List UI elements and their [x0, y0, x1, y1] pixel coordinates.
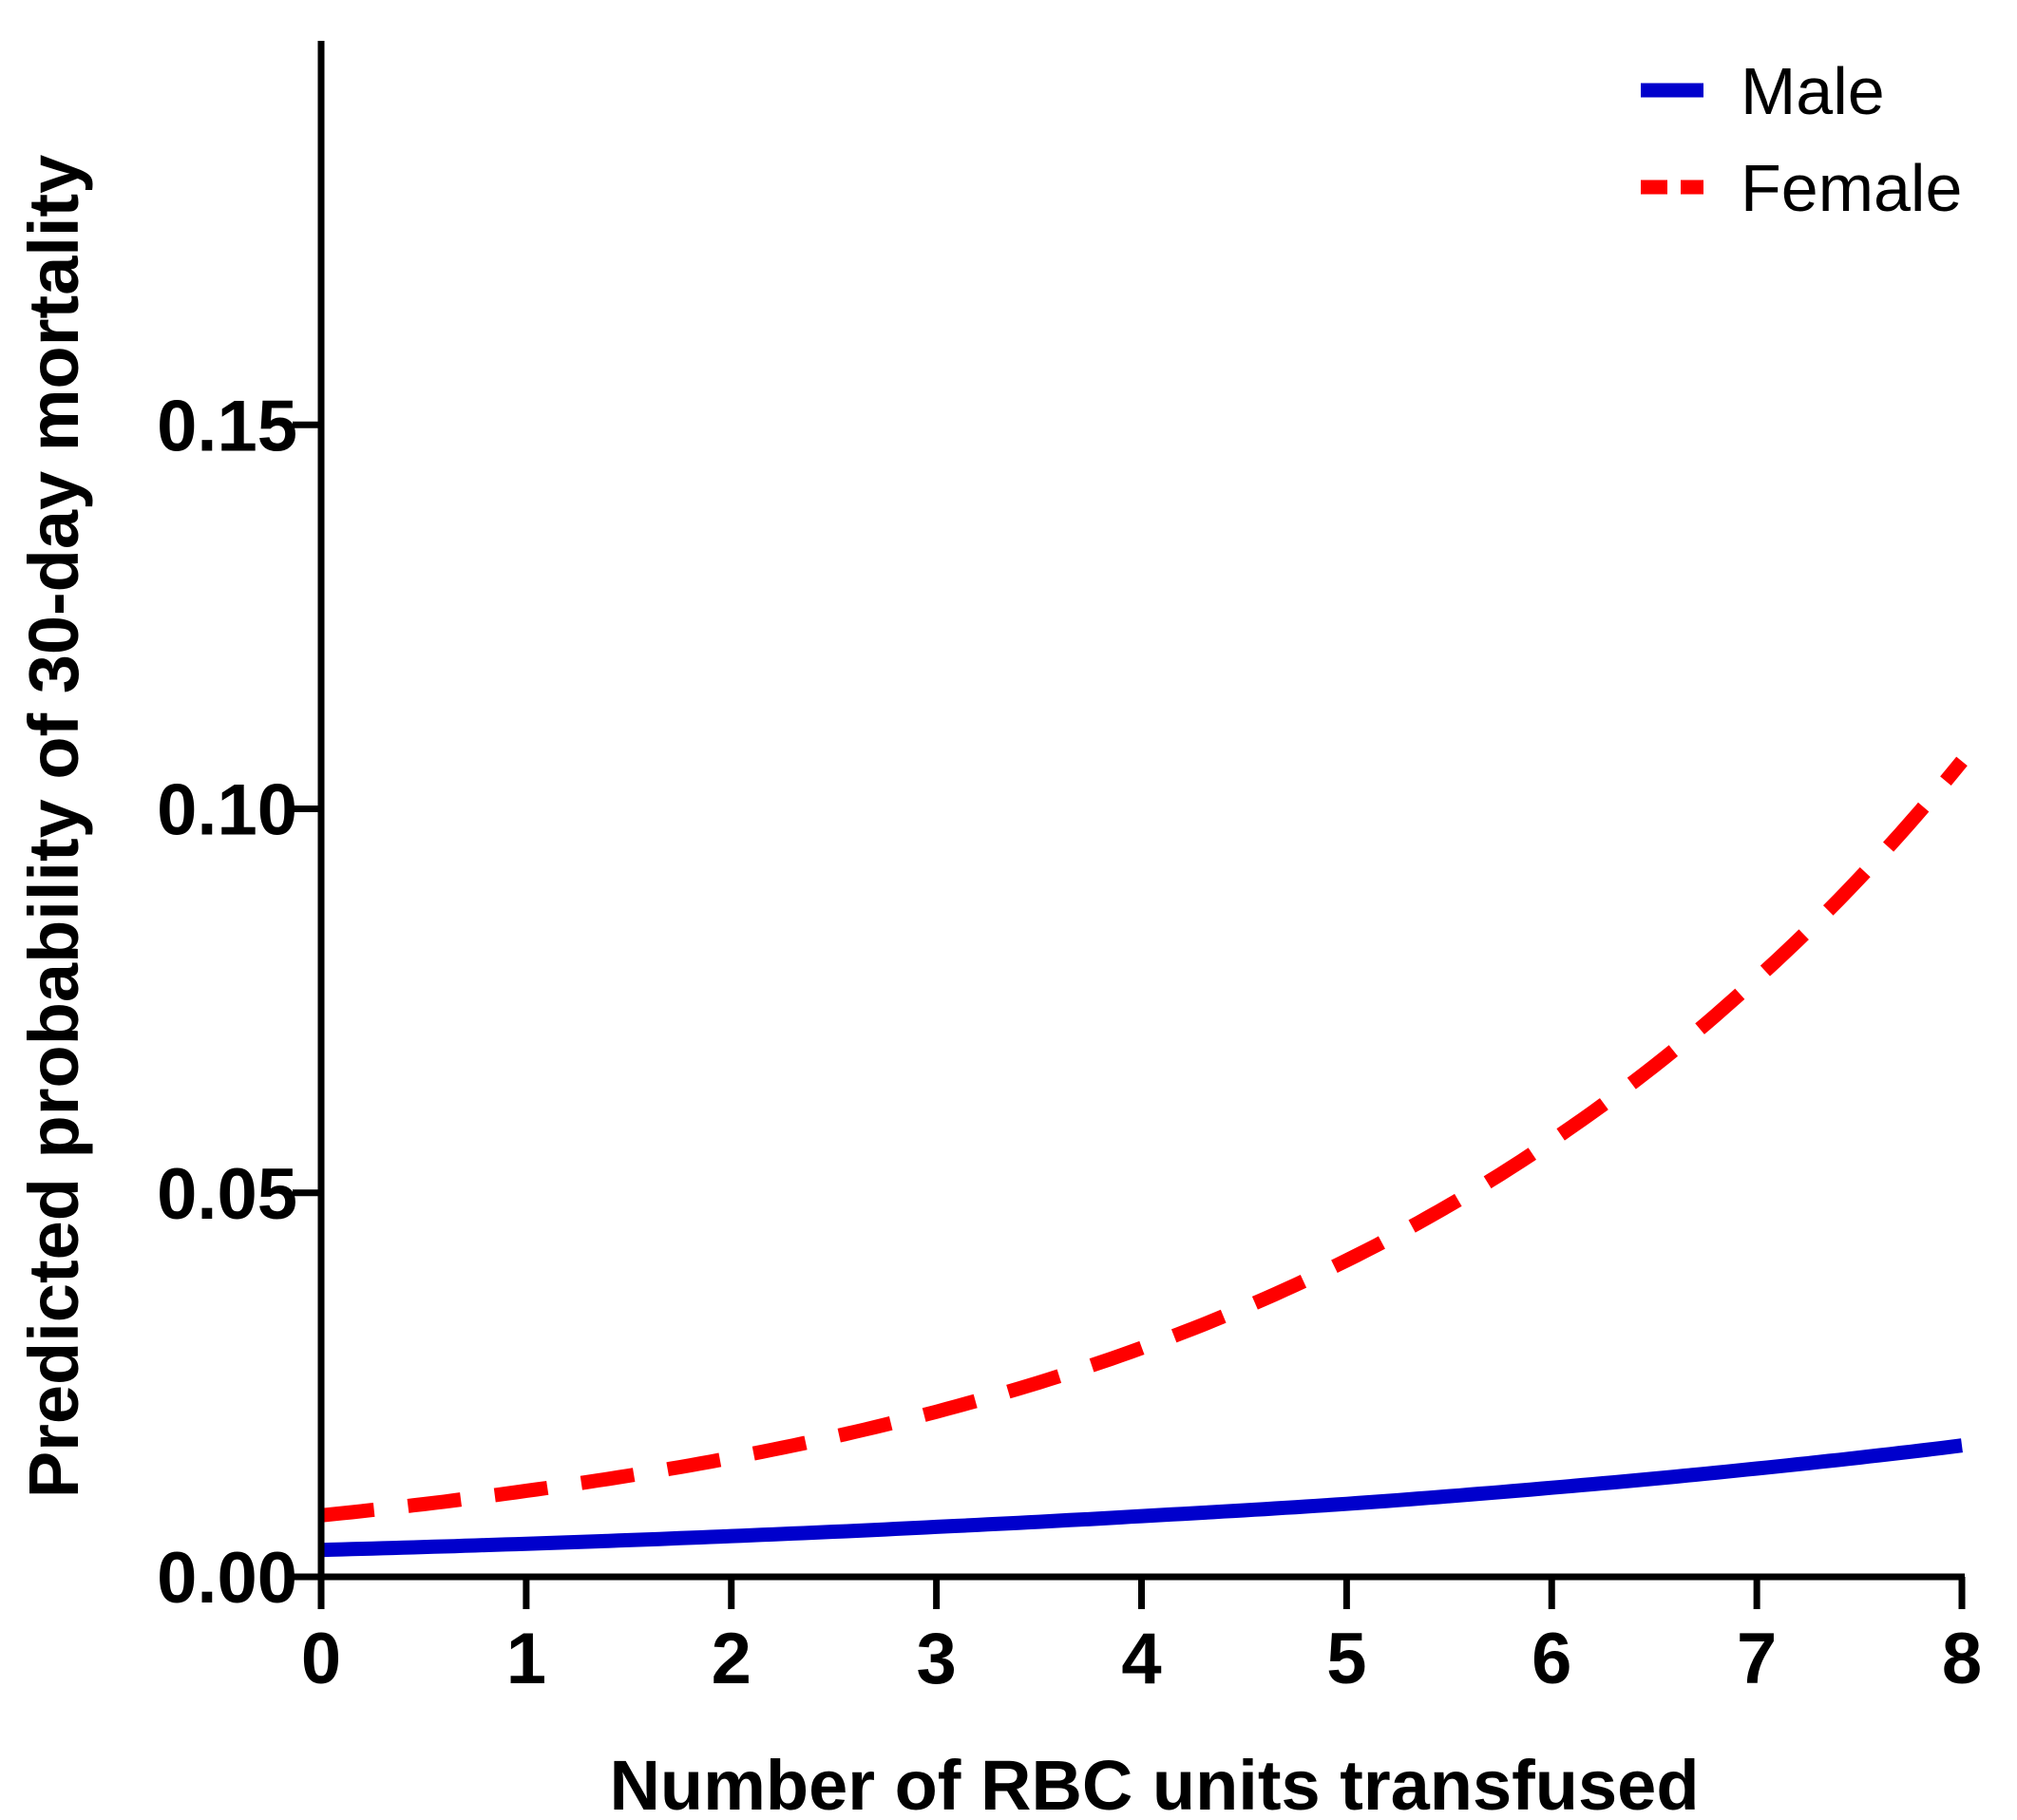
plot-area [320, 756, 1968, 1558]
x-tick-label: 4 [1121, 1619, 1161, 1699]
x-tick-label: 2 [712, 1619, 752, 1699]
x-tick-label: 0 [301, 1619, 341, 1699]
legend-label-male: Male [1741, 54, 1885, 128]
x-tick-label: 7 [1737, 1619, 1777, 1699]
x-tick-label: 6 [1532, 1619, 1571, 1699]
series-line-male [320, 1438, 1963, 1558]
series-line-female [320, 756, 1968, 1523]
x-tick-label: 8 [1942, 1619, 1982, 1699]
x-axis-title: Number of RBC units transfused [609, 1746, 1699, 1820]
y-tick-label: 0.05 [157, 1154, 297, 1235]
y-tick-label: 0.10 [157, 770, 297, 851]
x-tick-label: 5 [1326, 1619, 1366, 1699]
x-tick-label: 3 [916, 1619, 956, 1699]
legend: Male Female [1641, 54, 1962, 225]
ticks: 0 1 2 3 4 5 6 7 8 0.00 0.05 0.10 0.15 [157, 386, 1982, 1699]
y-axis-title: Predicted probability of 30-day mortalit… [14, 155, 93, 1499]
y-tick-label: 0.15 [157, 386, 297, 466]
x-tick-label: 1 [506, 1619, 546, 1699]
legend-label-female: Female [1741, 151, 1962, 225]
y-tick-label: 0.00 [157, 1538, 297, 1619]
